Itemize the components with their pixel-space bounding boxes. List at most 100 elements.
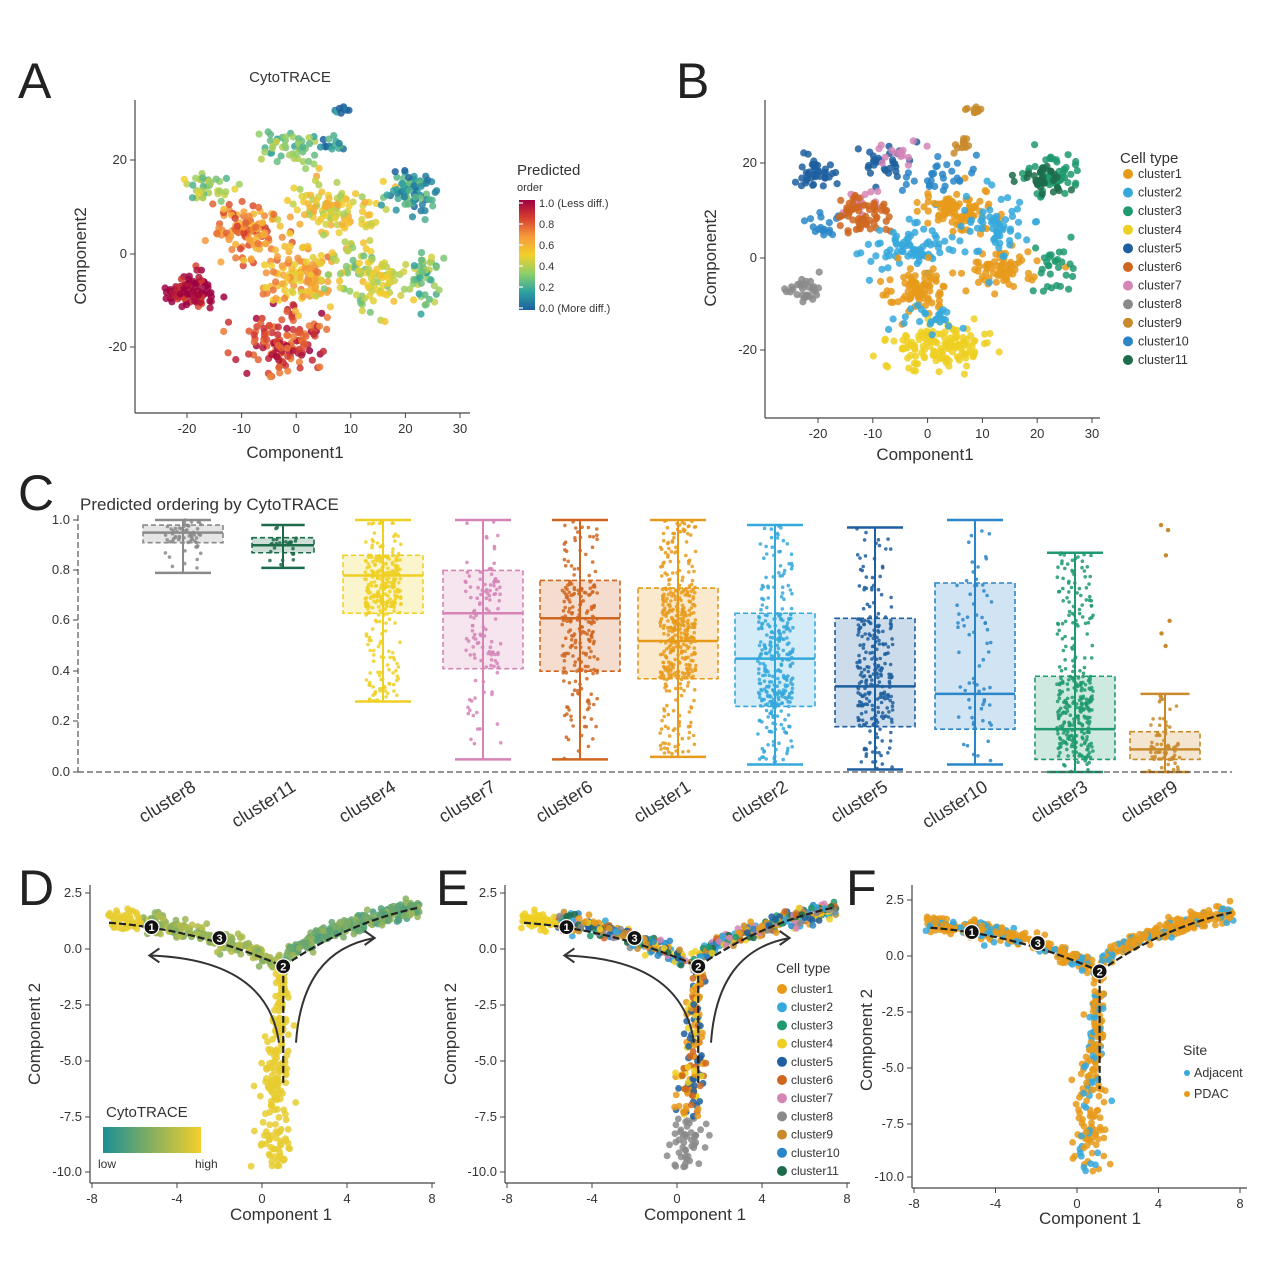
box-point	[377, 619, 382, 624]
box-point	[376, 613, 381, 617]
box-point	[376, 670, 380, 675]
box-point	[489, 658, 494, 662]
box-point	[1086, 726, 1091, 730]
scatter-point	[376, 289, 384, 297]
box-point	[375, 541, 380, 545]
box-point	[1170, 756, 1174, 760]
box-point	[1058, 691, 1062, 696]
box-point	[1059, 551, 1064, 555]
box-point	[584, 552, 588, 557]
trajectory-point	[356, 927, 363, 935]
scatter-point	[1008, 207, 1016, 215]
scatter-point	[1037, 168, 1045, 176]
box-point	[983, 621, 987, 625]
box-point	[679, 686, 683, 690]
box-point	[1079, 743, 1084, 747]
box-point	[692, 621, 697, 626]
scatter-point	[1029, 287, 1037, 295]
box-point	[492, 583, 496, 588]
scatter-point	[232, 356, 240, 364]
box-point	[864, 747, 869, 752]
scatter-point	[854, 145, 862, 153]
trajectory-point	[369, 908, 377, 916]
box-point	[777, 680, 782, 685]
scatter-point	[323, 325, 331, 333]
scatter-point	[849, 200, 857, 208]
box-point	[583, 664, 588, 669]
box-point	[874, 657, 879, 661]
scatter-point	[886, 276, 894, 284]
scatter-point	[889, 315, 897, 323]
scatter-point	[317, 276, 325, 284]
box-point	[1071, 604, 1076, 609]
box-point	[469, 737, 473, 742]
box-point	[883, 642, 888, 646]
box-point	[489, 567, 494, 571]
box-point	[669, 590, 673, 595]
box-point	[589, 692, 593, 696]
box-point	[561, 609, 566, 613]
scatter-point	[867, 257, 875, 265]
box-point	[376, 605, 381, 609]
scatter-point	[301, 211, 309, 219]
box-point	[1073, 685, 1077, 690]
box-point	[393, 539, 397, 543]
scatter-point	[228, 246, 236, 254]
box-point	[662, 746, 667, 750]
box-point	[785, 675, 789, 679]
scatter-point	[358, 215, 366, 224]
box-point	[675, 618, 679, 623]
box-point	[376, 644, 381, 649]
box-point	[1073, 655, 1078, 659]
box-point	[876, 538, 881, 542]
scatter-point	[936, 249, 944, 257]
box-point	[386, 691, 390, 696]
box-point	[490, 690, 494, 694]
box-point	[780, 591, 785, 595]
scatter-point	[816, 209, 824, 217]
scatter-point	[288, 287, 296, 295]
panel-a-x-tick-label: 20	[398, 421, 412, 436]
scatter-point	[201, 237, 209, 245]
box-point	[392, 584, 397, 589]
box-point	[564, 651, 569, 656]
scatter-point	[227, 232, 235, 240]
scatter-point	[310, 160, 318, 168]
box-point	[1158, 750, 1162, 754]
scatter-point	[288, 313, 296, 321]
box-point	[667, 546, 671, 551]
box-point	[384, 582, 389, 586]
scatter-point	[959, 324, 967, 332]
box-point	[586, 698, 590, 702]
box-point	[786, 713, 791, 717]
scatter-point	[398, 179, 406, 188]
box-point	[686, 623, 690, 627]
box-point	[879, 592, 884, 597]
box-point	[1067, 609, 1072, 614]
scatter-point	[222, 188, 230, 196]
box-point	[886, 694, 891, 698]
scatter-point	[430, 282, 438, 290]
box-point	[1063, 658, 1067, 662]
box-point	[856, 666, 861, 670]
box-point	[668, 608, 672, 612]
scatter-point	[183, 301, 191, 309]
scatter-point	[250, 338, 258, 346]
panel-e: E 132 -8 -4 0 4 8 2.50.0-2.5-5.0-7.5-10.0 Co…	[436, 860, 851, 1224]
panel-b-legend-label: cluster7	[1138, 279, 1182, 293]
scatter-point	[930, 347, 938, 355]
scatter-point	[400, 193, 408, 201]
box-point	[757, 620, 761, 624]
box-point	[396, 665, 401, 669]
scatter-point	[277, 152, 285, 160]
scatter-point	[960, 370, 969, 378]
box-point	[575, 618, 580, 622]
box-point	[758, 542, 763, 546]
box-point	[687, 736, 691, 740]
box-point	[671, 666, 675, 670]
box-point	[378, 641, 382, 646]
box-point	[871, 644, 876, 649]
panel-b-legend-swatch	[1123, 262, 1133, 272]
box-point	[675, 670, 680, 674]
box-point	[467, 698, 472, 702]
